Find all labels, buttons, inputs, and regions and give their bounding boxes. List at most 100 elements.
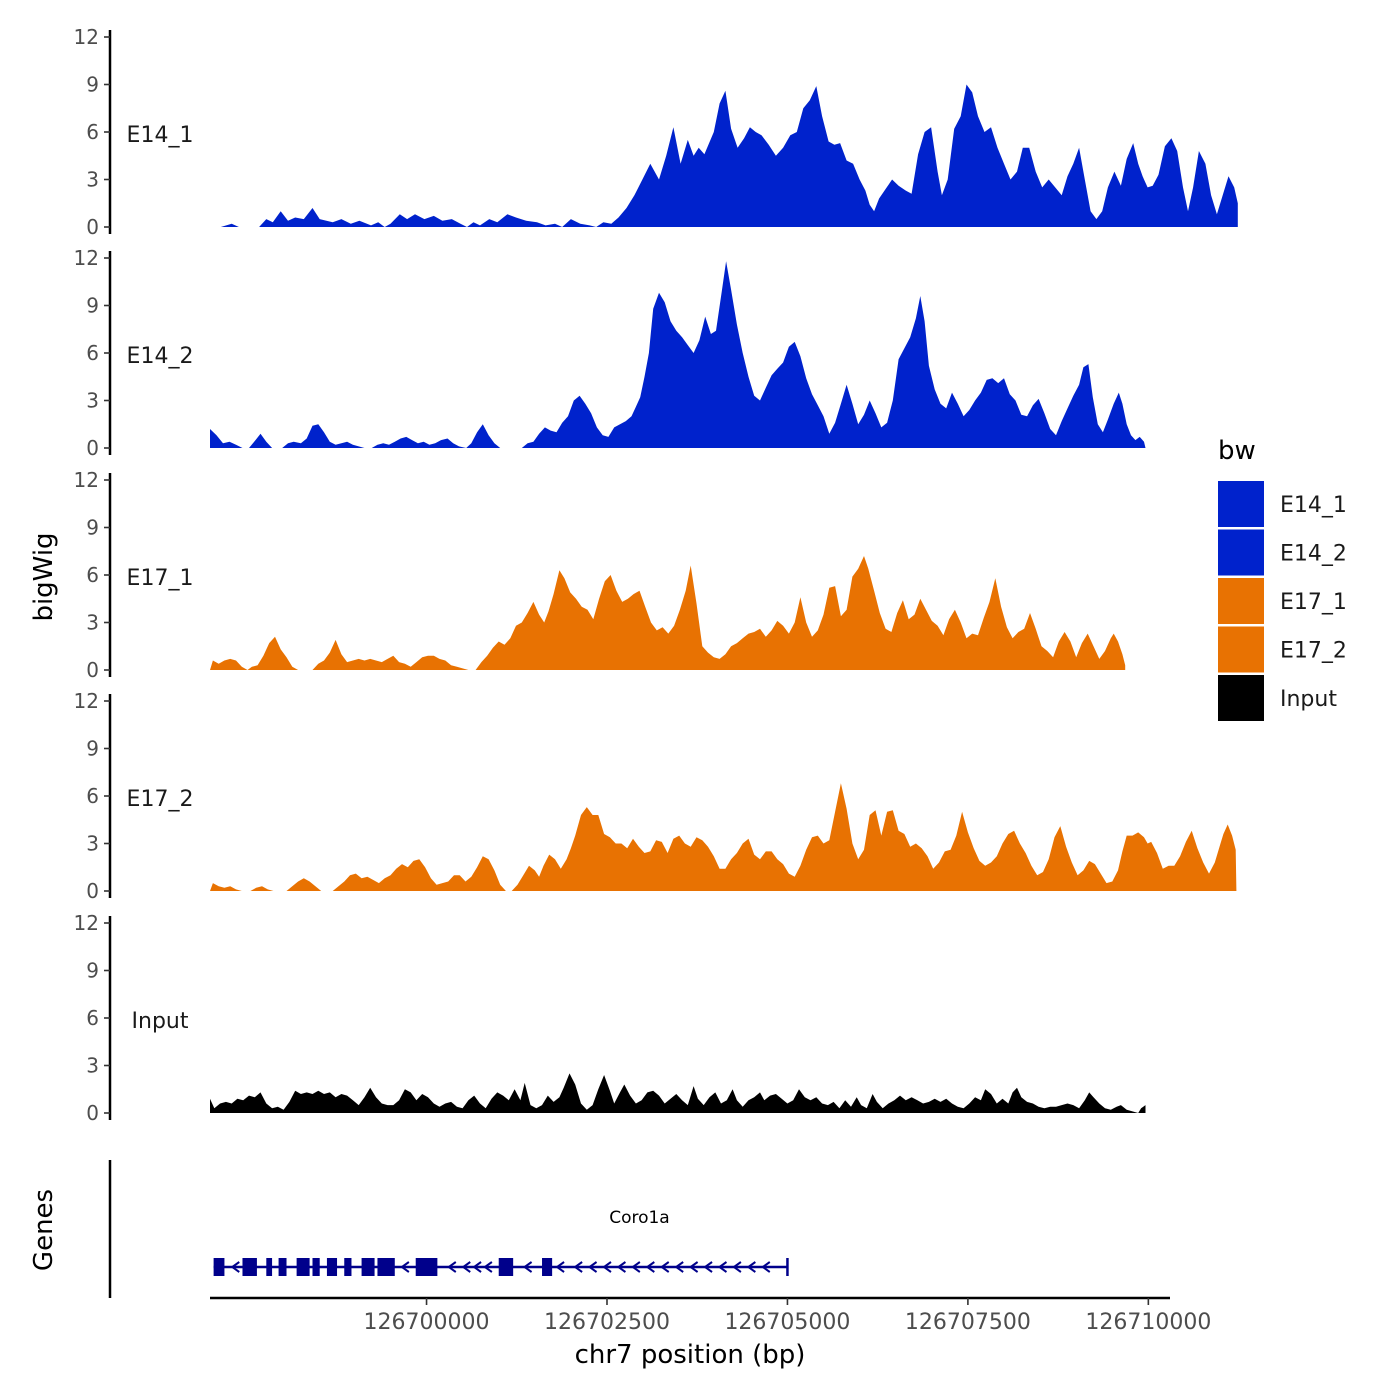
y-tick-label: 3 — [86, 832, 99, 856]
track-panels: 0 3 6 9 12 E14_1 0 3 6 9 12 E14_2 0 3 6 9 12 E17_1 0 3 6 9 12 E… — [74, 25, 1238, 1125]
exon-block — [278, 1258, 287, 1276]
y-tick-label: 9 — [86, 737, 99, 761]
strand-arrow-mark — [555, 1261, 565, 1273]
strand-arrow-mark — [447, 1261, 457, 1273]
y-tick-label: 6 — [86, 341, 99, 365]
y-tick-label: 6 — [86, 1006, 99, 1030]
track-panel-e17_2: 0 3 6 9 12 E17_2 — [74, 689, 1237, 903]
track-panel-input: 0 3 6 9 12 Input — [74, 911, 1146, 1125]
y-tick-label: 3 — [86, 1054, 99, 1078]
track-label: E14_2 — [127, 344, 194, 369]
exon-block — [266, 1258, 273, 1276]
x-tick-label: 126700000 — [364, 1310, 490, 1335]
strand-arrow-mark — [703, 1261, 713, 1273]
strand-arrow-mark — [660, 1261, 670, 1273]
strand-arrow-mark — [746, 1261, 756, 1273]
strand-arrow-mark — [616, 1261, 627, 1273]
exon-block — [415, 1258, 438, 1276]
y-tick-label: 3 — [86, 168, 99, 192]
x-tick-label: 126710000 — [1085, 1310, 1211, 1335]
legend-swatch-e17_2 — [1218, 626, 1264, 673]
track-panel-e17_1: 0 3 6 9 12 E17_1 — [74, 468, 1126, 682]
gene-annotation-panel: Coro1a — [108, 1160, 789, 1298]
exon-block — [296, 1258, 310, 1276]
strand-arrow-mark — [472, 1261, 482, 1273]
y-tick-label: 0 — [86, 215, 99, 239]
legend-label: E17_2 — [1280, 639, 1347, 664]
y-tick-label: 12 — [74, 911, 99, 935]
y-tick-label: 12 — [74, 246, 99, 270]
gene-name-label: Coro1a — [609, 1208, 670, 1228]
exon-block — [326, 1258, 338, 1276]
strand-arrow-mark — [587, 1261, 598, 1273]
y-tick-label: 0 — [86, 436, 99, 460]
y-tick-label: 0 — [86, 658, 99, 682]
strand-arrow-mark — [717, 1261, 728, 1273]
y-tick-label: 12 — [74, 25, 99, 49]
legend: bw E14_1 E14_2 E17_1 E17_2 Input — [1218, 436, 1347, 721]
signal-area-e14_2 — [210, 261, 1146, 448]
legend-swatch-e17_1 — [1218, 578, 1264, 624]
gene-panel-title: Genes — [29, 1189, 59, 1271]
legend-title: bw — [1218, 436, 1256, 466]
strand-arrow-mark — [631, 1261, 641, 1273]
legend-label: E17_1 — [1280, 590, 1347, 615]
legend-label: E14_1 — [1280, 493, 1347, 518]
strand-arrow-mark — [674, 1261, 684, 1273]
y-tick-label: 6 — [86, 120, 99, 144]
legend-swatch-e14_2 — [1218, 529, 1264, 576]
track-label: E17_2 — [127, 787, 194, 812]
signal-area-e17_2 — [210, 783, 1237, 891]
strand-arrow-mark — [461, 1261, 471, 1273]
strand-arrow-mark — [483, 1261, 493, 1273]
strand-arrow-mark — [645, 1261, 655, 1273]
strand-arrow-mark — [761, 1261, 771, 1273]
y-tick-label: 0 — [86, 879, 99, 903]
y-axis-title: bigWig — [29, 532, 59, 621]
x-tick-label: 126707500 — [905, 1310, 1031, 1335]
strand-arrow-mark — [573, 1261, 583, 1273]
legend-swatch-e14_1 — [1218, 481, 1264, 527]
track-label: E17_1 — [127, 566, 194, 591]
signal-area-e17_1 — [210, 556, 1126, 670]
x-tick-label: 126702500 — [544, 1310, 670, 1335]
track-label: Input — [132, 1009, 189, 1034]
y-tick-label: 3 — [86, 389, 99, 413]
strand-arrow-mark — [688, 1261, 699, 1273]
y-tick-label: 3 — [86, 611, 99, 635]
exon-block — [312, 1258, 320, 1276]
y-tick-label: 0 — [86, 1101, 99, 1125]
signal-area-e14_1 — [220, 84, 1238, 227]
track-label: E14_1 — [127, 123, 194, 148]
y-tick-label: 6 — [86, 563, 99, 587]
exon-block — [242, 1258, 257, 1276]
legend-label: E14_2 — [1280, 542, 1347, 567]
y-tick-label: 12 — [74, 468, 99, 492]
strand-arrow-mark — [400, 1261, 410, 1273]
exon-block — [344, 1258, 352, 1276]
track-panel-e14_1: 0 3 6 9 12 E14_1 — [74, 25, 1238, 239]
strand-arrow-mark — [732, 1261, 742, 1273]
x-axis: 126700000 126702500 126705000 126707500 1267… — [210, 1296, 1211, 1335]
exon-block — [498, 1258, 514, 1276]
strand-arrow-mark — [602, 1261, 612, 1273]
strand-arrow-mark — [522, 1261, 533, 1273]
exon-block — [361, 1258, 375, 1276]
x-tick-label: 126705000 — [724, 1310, 850, 1335]
track-panel-e14_2: 0 3 6 9 12 E14_2 — [74, 246, 1146, 460]
y-tick-label: 9 — [86, 73, 99, 97]
legend-swatch-input — [1218, 675, 1264, 721]
y-tick-label: 9 — [86, 294, 99, 318]
y-tick-label: 12 — [74, 689, 99, 713]
strand-arrow-mark — [230, 1261, 240, 1273]
exon-block — [377, 1258, 395, 1276]
signal-area-input — [210, 1073, 1146, 1113]
x-axis-title: chr7 position (bp) — [575, 1340, 806, 1370]
y-tick-label: 9 — [86, 516, 99, 540]
y-tick-label: 6 — [86, 784, 99, 808]
y-tick-label: 9 — [86, 959, 99, 983]
exon-block — [213, 1258, 225, 1276]
legend-label: Input — [1280, 687, 1337, 712]
exon-block — [542, 1258, 553, 1276]
